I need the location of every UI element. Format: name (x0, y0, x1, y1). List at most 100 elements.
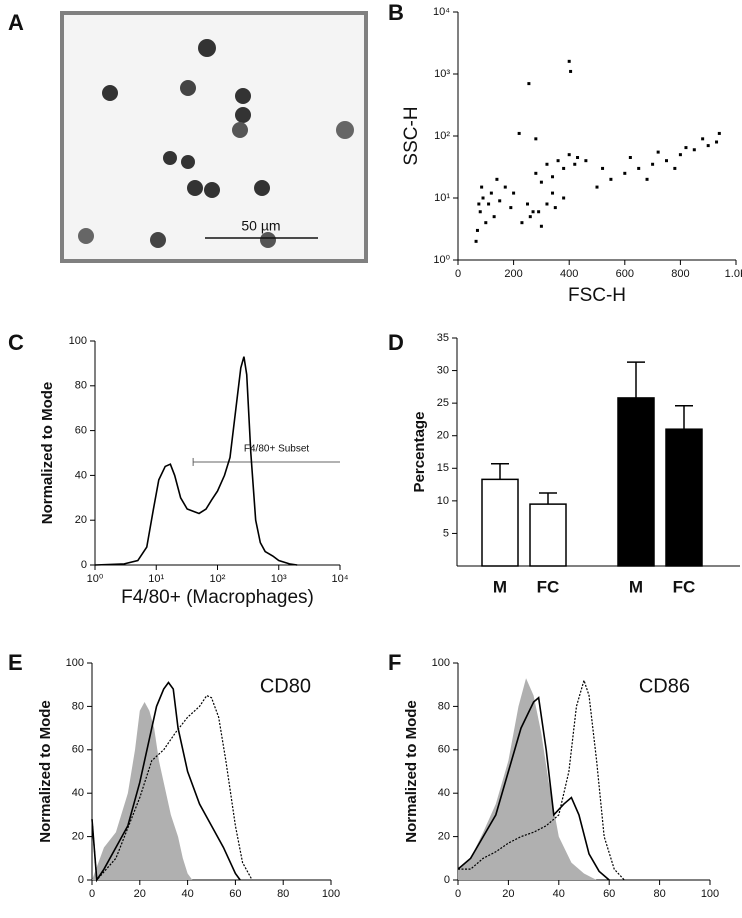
y-tick-label: 0 (81, 559, 87, 571)
y-tick-label: 40 (438, 787, 450, 799)
point (562, 166, 566, 170)
y-tick-label: 80 (438, 700, 450, 712)
x-tick-label: FC (537, 577, 560, 596)
y-axis-label: Percentage (411, 412, 428, 493)
x-tick-label: 10⁰ (87, 573, 104, 585)
point (569, 69, 573, 73)
point (492, 215, 496, 219)
point (584, 159, 588, 163)
point (534, 171, 538, 175)
x-tick-label: FC (673, 577, 696, 596)
x-tick-label: 800 (671, 268, 689, 280)
point (539, 224, 543, 228)
point (562, 196, 566, 200)
point (477, 202, 481, 206)
point (484, 221, 488, 225)
x-axis-label: F4/80+ (Macrophages) (121, 587, 314, 608)
point (595, 185, 599, 189)
y-tick-label: 25 (437, 397, 449, 409)
x-tick-label: 200 (504, 268, 522, 280)
y-tick-label: 35 (437, 332, 449, 344)
x-tick-label: 400 (560, 268, 578, 280)
point (684, 146, 688, 150)
point (478, 210, 482, 214)
point (534, 137, 538, 141)
y-axis-label: SSC-H (401, 106, 422, 165)
y-tick-label: 60 (438, 744, 450, 756)
point (509, 206, 513, 210)
point (520, 221, 524, 225)
point (475, 228, 479, 232)
point (609, 177, 613, 181)
panel-letter: F (388, 650, 401, 675)
y-axis-label: Normalized to Mode (403, 700, 420, 843)
point (701, 137, 705, 141)
point (678, 153, 682, 157)
y-tick-label: 10³ (434, 68, 450, 80)
y-tick-label: 20 (438, 831, 450, 843)
x-tick-label: 60 (603, 888, 615, 900)
y-tick-label: 20 (75, 514, 87, 526)
y-tick-label: 0 (444, 874, 450, 886)
x-axis-label: FSC-H (568, 285, 626, 306)
y-tick-label: 10⁴ (433, 6, 450, 18)
y-tick-label: 80 (75, 380, 87, 392)
x-tick-label: 0 (89, 888, 95, 900)
x-tick-label: 10⁴ (332, 573, 349, 585)
y-axis-label: Normalized to Mode (37, 700, 54, 843)
bar (529, 503, 567, 567)
x-tick-label: M (493, 577, 507, 596)
point (487, 202, 491, 206)
bar (481, 478, 519, 567)
y-tick-label: 40 (72, 787, 84, 799)
line (457, 696, 610, 881)
x-tick-label: 100 (322, 888, 340, 900)
panel-letter: B (388, 0, 404, 25)
point (692, 148, 696, 152)
bar (665, 428, 703, 567)
x-tick-label: 40 (181, 888, 193, 900)
y-tick-label: 15 (437, 462, 449, 474)
point (656, 150, 660, 154)
x-tick-label: 10¹ (148, 573, 164, 585)
panel-letter: A (8, 10, 24, 35)
x-tick-label: 1.0K (725, 268, 742, 280)
point (637, 166, 641, 170)
y-tick-label: 30 (437, 364, 449, 376)
point (567, 59, 571, 63)
y-tick-label: 100 (69, 335, 87, 347)
x-tick-label: 0 (455, 888, 461, 900)
point (512, 191, 516, 195)
gate-label: F4/80+ Subset (244, 444, 310, 455)
point (489, 191, 493, 195)
x-tick-label: 40 (553, 888, 565, 900)
x-tick-label: 80 (653, 888, 665, 900)
point (715, 140, 719, 144)
point (673, 166, 677, 170)
x-tick-label: 80 (277, 888, 289, 900)
line (458, 678, 625, 881)
y-tick-label: 10² (434, 130, 450, 142)
chart-title: CD80 (260, 675, 311, 697)
point (537, 210, 541, 214)
point (539, 180, 543, 184)
x-tick-label: 20 (134, 888, 146, 900)
point (474, 239, 478, 243)
x-tick-label: 10² (210, 573, 226, 585)
point (576, 156, 580, 160)
point (503, 185, 507, 189)
point (717, 131, 721, 135)
y-tick-label: 20 (437, 430, 449, 442)
point (651, 162, 655, 166)
y-tick-label: 100 (66, 657, 84, 669)
point (645, 177, 649, 181)
x-tick-label: 20 (502, 888, 514, 900)
point (551, 191, 555, 195)
y-tick-label: 60 (75, 425, 87, 437)
point (601, 166, 605, 170)
point (573, 162, 577, 166)
y-tick-label: 10⁰ (433, 254, 450, 266)
y-axis-label: Normalized to Mode (39, 382, 56, 525)
line (94, 356, 298, 566)
